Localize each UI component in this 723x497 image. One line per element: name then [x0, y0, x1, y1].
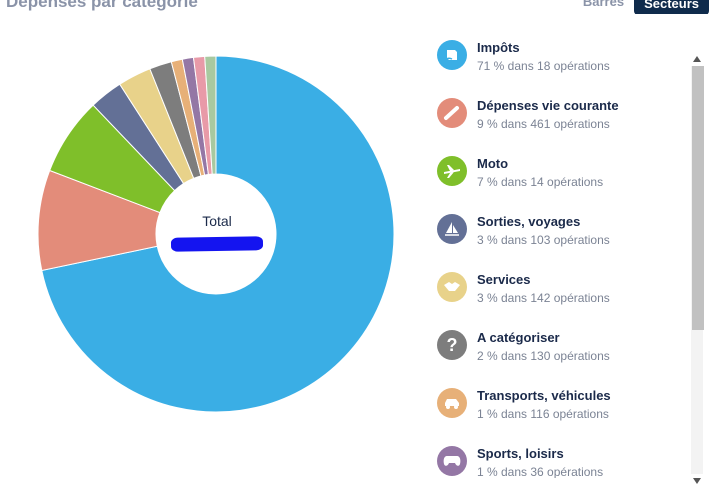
legend-item-detail: 3 % dans 103 opérations [477, 233, 610, 247]
question-mark-glyph: ? [446, 334, 458, 355]
legend-item-detail: 3 % dans 142 opérations [477, 291, 610, 305]
legend-scrollbar[interactable] [690, 52, 704, 488]
legend-item-name: Moto [477, 156, 509, 171]
legend-item-impots[interactable]: Impôts 71 % dans 18 opérations [432, 38, 684, 88]
legend-item-detail: 1 % dans 116 opérations [477, 407, 609, 421]
page-header: Dépenses par catégorie Barres Secteurs [0, 0, 723, 14]
bars-view-button[interactable]: Barres [582, 0, 625, 9]
legend-item-sorties-voyages[interactable]: Sorties, voyages 3 % dans 103 opérations [432, 212, 684, 262]
legend-item-detail: 2 % dans 130 opérations [477, 349, 610, 363]
plane-icon [437, 156, 467, 186]
scrollbar-thumb[interactable] [692, 66, 704, 330]
tax-icon [437, 40, 467, 70]
legend-item-name: A catégoriser [477, 330, 560, 345]
scroll-up-arrow-icon[interactable] [690, 52, 704, 66]
question-icon: ? [437, 330, 467, 360]
legend-item-services[interactable]: Services 3 % dans 142 opérations [432, 270, 684, 320]
donut-chart [37, 55, 395, 413]
donut-center-label: Total [202, 213, 232, 229]
car-icon [437, 388, 467, 418]
legend-item-name: Sorties, voyages [477, 214, 581, 229]
legend-item-name: Transports, véhicules [477, 388, 611, 403]
legend-item-detail: 7 % dans 14 opérations [477, 175, 604, 189]
legend-item-detail: 1 % dans 36 opérations [477, 465, 604, 478]
baguette-icon [437, 98, 467, 128]
category-legend: Impôts 71 % dans 18 opérations Dépenses … [432, 38, 684, 478]
legend-item-name: Sports, loisirs [477, 446, 564, 461]
legend-item-name: Dépenses vie courante [477, 98, 619, 113]
legend-item-a-categoriser[interactable]: ? A catégoriser 2 % dans 130 opérations [432, 328, 684, 378]
legend-item-sports-loisirs[interactable]: Sports, loisirs 1 % dans 36 opérations [432, 444, 684, 478]
pie-slice-1[interactable] [41, 55, 395, 413]
legend-item-detail: 9 % dans 461 opérations [477, 117, 610, 131]
handshake-icon [437, 272, 467, 302]
chart-card: Total Impôts 71 % dans 18 opérations Dép… [0, 14, 723, 497]
legend-item-name: Impôts [477, 40, 520, 55]
legend-item-name: Services [477, 272, 531, 287]
sectors-view-button[interactable]: Secteurs [634, 0, 709, 14]
scroll-down-arrow-icon[interactable] [690, 474, 704, 488]
page-title: Dépenses par catégorie [6, 0, 198, 11]
legend-item-transports-vehicules[interactable]: Transports, véhicules 1 % dans 116 opéra… [432, 386, 684, 436]
view-toggle: Barres Secteurs [583, 0, 709, 14]
pie-slice-10[interactable] [204, 55, 217, 175]
legend-item-moto[interactable]: Moto 7 % dans 14 opérations [432, 154, 684, 204]
gamepad-icon [437, 446, 467, 476]
redacted-total-amount [170, 236, 264, 252]
legend-item-detail: 71 % dans 18 opérations [477, 59, 610, 73]
legend-item-depenses-vie-courante[interactable]: Dépenses vie courante 9 % dans 461 opéra… [432, 96, 684, 146]
sailboat-icon [437, 214, 467, 244]
